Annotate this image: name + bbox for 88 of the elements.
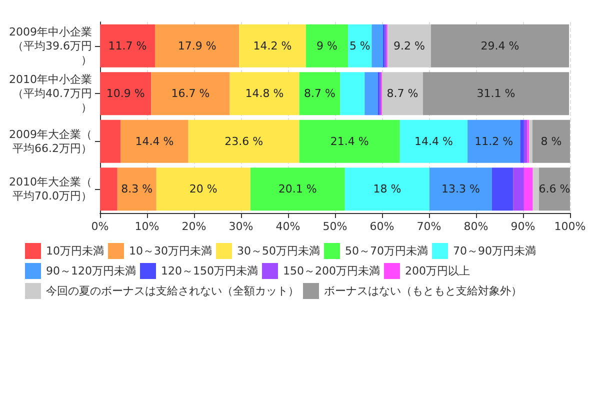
x-tick-label: 40%	[276, 220, 300, 233]
bar	[156, 168, 250, 211]
bar	[120, 120, 188, 163]
bar	[372, 24, 383, 68]
data-label: 16.7 %	[171, 87, 210, 100]
bar	[299, 72, 340, 116]
legend-label: 今回の夏のボーナスは支給されない（全額カット）	[46, 284, 299, 298]
data-label: 10.9 %	[106, 87, 145, 100]
x-tick-label: 70%	[416, 220, 442, 233]
x-tick-label: 100%	[554, 220, 586, 233]
bar	[468, 120, 520, 163]
legend-label: 30～50万円未満	[236, 244, 320, 258]
bar	[430, 24, 570, 68]
bar	[239, 24, 306, 68]
y-tick-label: 2009年大企業（平均66.2万円）	[9, 128, 92, 155]
bar	[100, 168, 118, 211]
legend-label: 50～70万円未満	[344, 244, 428, 258]
legend-label: ボーナスはない（もともと支給対象外）	[324, 284, 522, 298]
data-label: 18 %	[373, 182, 402, 196]
bar	[151, 72, 230, 116]
data-label: 31.1 %	[476, 87, 516, 100]
x-tick-label: 60%	[370, 220, 394, 233]
bar	[188, 120, 300, 163]
data-label: 20 %	[189, 182, 218, 196]
data-label: 14.2 %	[253, 39, 292, 52]
bar	[524, 120, 528, 163]
bar	[529, 120, 532, 163]
bar	[532, 168, 539, 211]
bar	[299, 120, 400, 163]
bar	[388, 24, 431, 68]
data-label: 8.7 %	[386, 87, 418, 100]
bar	[250, 168, 345, 211]
bar	[400, 120, 468, 163]
legend-label: 90～120万円未満	[46, 264, 136, 278]
data-label: 8.7 %	[304, 87, 336, 100]
x-tick-label: 80%	[464, 220, 488, 233]
data-label: 20.1 %	[278, 182, 317, 196]
legend-label: 10～30万円未満	[128, 244, 212, 258]
x-tick-label: 90%	[510, 220, 536, 233]
data-label: 9 %	[316, 39, 338, 52]
bar	[513, 168, 524, 211]
legend-label: 200万円以上	[404, 264, 470, 278]
data-label: 13.3 %	[442, 182, 480, 196]
bar	[348, 24, 372, 68]
x-tick-label: 30%	[228, 220, 254, 233]
legend-label: 150～200万円未満	[282, 264, 380, 278]
data-label: 17.9 %	[178, 39, 216, 52]
bar	[429, 168, 492, 211]
bar	[524, 168, 533, 211]
bar	[100, 120, 121, 163]
bar	[154, 24, 240, 68]
x-tick-label: 20%	[182, 220, 206, 233]
bar	[492, 168, 514, 211]
data-label: 6.6 %	[538, 182, 570, 196]
data-label: 8.3 %	[121, 182, 153, 196]
bar	[306, 24, 348, 68]
bar	[520, 120, 524, 163]
data-label: 11.2 %	[474, 134, 514, 148]
x-tick-label: 10%	[134, 220, 160, 233]
bar	[100, 72, 152, 116]
legend-label: 10万円未満	[46, 244, 104, 258]
data-label: 29.4 %	[480, 39, 520, 52]
bar	[100, 24, 155, 68]
data-label: 9.2 %	[394, 39, 425, 52]
data-label: 8 %	[540, 134, 562, 148]
bar	[364, 72, 378, 116]
y-tick-label: 2009年中小企業（平均39.6万円）	[9, 25, 92, 66]
bar	[344, 168, 430, 211]
y-tick-label: 2010年大企業（平均70.0万円）	[9, 176, 92, 203]
legend-label: 120～150万円未満	[160, 264, 258, 278]
bar	[382, 72, 423, 116]
data-label: 23.6 %	[224, 134, 264, 148]
bar	[340, 72, 365, 116]
data-label: 11.7 %	[108, 39, 147, 52]
y-tick-label: 2010年中小企業（平均40.7万円）	[9, 73, 92, 114]
data-label: 21.4 %	[330, 134, 369, 148]
legend-label: 70～90万円未満	[452, 244, 536, 258]
x-tick-label: 50%	[322, 220, 348, 233]
data-label: 14.8 %	[245, 87, 284, 100]
data-label: 5 %	[349, 39, 370, 52]
bar	[422, 72, 570, 116]
data-label: 14.4 %	[414, 134, 453, 148]
x-tick-label: 0%	[91, 220, 109, 233]
bar	[538, 168, 570, 211]
bar	[117, 168, 156, 211]
data-label: 14.4 %	[135, 134, 174, 148]
bar	[532, 120, 570, 163]
bar	[230, 72, 300, 116]
